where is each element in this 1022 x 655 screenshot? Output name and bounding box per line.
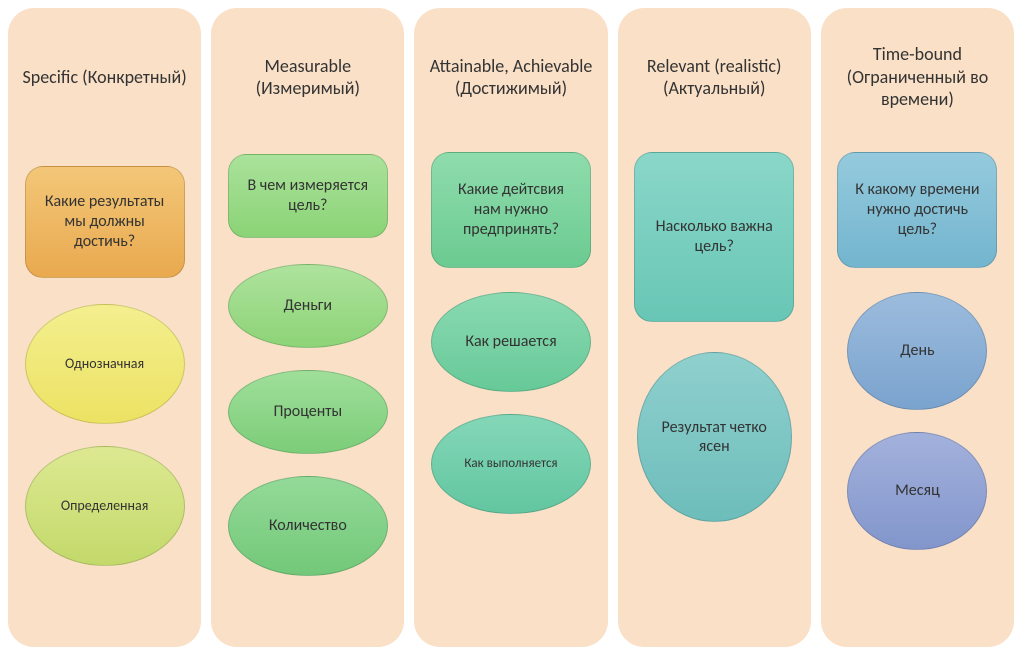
ellipse-specific-0: Однозначная: [25, 304, 185, 424]
ellipse-measurable-1-text: Проценты: [273, 402, 342, 421]
ellipse-measurable-1: Проценты: [228, 370, 388, 454]
card-relevant-text: Насколько важна цель?: [647, 217, 781, 257]
ellipse-measurable-2: Количество: [228, 476, 388, 576]
column-title-specific: Specific (Конкретный): [19, 22, 191, 132]
card-specific: Какие результаты мы должны достичь?: [25, 166, 185, 278]
column-attainable: Attainable, Achievable (Достижимый) Каки…: [414, 8, 607, 647]
ellipse-timebound-0: День: [847, 292, 987, 410]
ellipse-timebound-1-text: Месяц: [895, 481, 940, 500]
ellipse-timebound-1: Месяц: [847, 432, 987, 550]
card-timebound: К какому времени нужно достичь цель?: [837, 152, 997, 268]
card-relevant: Насколько важна цель?: [634, 152, 794, 322]
card-measurable: В чем измеряется цель?: [228, 154, 388, 238]
column-specific: Specific (Конкретный) Какие результаты м…: [8, 8, 201, 647]
ellipse-specific-1-text: Определенная: [61, 498, 149, 515]
ellipse-specific-1: Определенная: [25, 446, 185, 566]
column-relevant: Relevant (realistic) (Актуальный) Наскол…: [618, 8, 811, 647]
ellipse-attainable-1-text: Как выполняется: [464, 456, 557, 472]
ellipse-attainable-0-text: Как решается: [465, 332, 556, 351]
ellipse-measurable-0-text: Деньги: [284, 296, 332, 315]
card-attainable-text: Какие дейтсвия нам нужно предпринять?: [444, 180, 578, 240]
column-title-timebound: Time-bound (Ограниченный во времени): [831, 22, 1004, 132]
card-measurable-text: В чем измеряется цель?: [241, 176, 375, 216]
ellipse-measurable-0: Деньги: [228, 264, 388, 348]
column-measurable: Measurable (Измеримый) В чем измеряется …: [211, 8, 404, 647]
smart-diagram: Specific (Конкретный) Какие результаты м…: [0, 0, 1022, 655]
ellipse-timebound-0-text: День: [900, 341, 934, 360]
column-title-measurable: Measurable (Измеримый): [221, 22, 394, 132]
column-title-attainable: Attainable, Achievable (Достижимый): [424, 22, 597, 132]
card-timebound-text: К какому времени нужно достичь цель?: [850, 180, 984, 240]
ellipse-measurable-2-text: Количество: [269, 516, 347, 535]
ellipse-attainable-0: Как решается: [431, 292, 591, 392]
ellipse-relevant-0: Результат четко ясен: [637, 352, 792, 522]
ellipse-specific-0-text: Однозначная: [65, 356, 144, 373]
column-timebound: Time-bound (Ограниченный во времени) К к…: [821, 8, 1014, 647]
column-title-relevant: Relevant (realistic) (Актуальный): [628, 22, 801, 132]
ellipse-relevant-0-text: Результат четко ясен: [652, 418, 777, 456]
card-specific-text: Какие результаты мы должны достичь?: [38, 192, 172, 252]
ellipse-attainable-1: Как выполняется: [431, 414, 591, 514]
card-attainable: Какие дейтсвия нам нужно предпринять?: [431, 152, 591, 268]
